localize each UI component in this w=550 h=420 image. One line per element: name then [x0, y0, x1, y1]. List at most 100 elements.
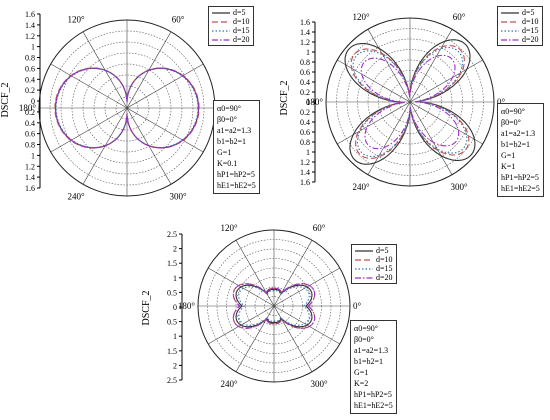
tick-label: 1: [31, 43, 35, 52]
param-line: β0=0°: [217, 115, 237, 124]
tick-label: 1: [173, 332, 177, 341]
tick-label: 0.6: [25, 64, 35, 73]
y-axis-label: DSCF_2: [0, 82, 11, 117]
tick-label: 1.6: [25, 10, 35, 19]
polar-plot-1: 120°60°180°0°240°300°1.61.41.210.80.60.4…: [0, 10, 227, 201]
polar-plot-2: 120° 60°180° 0°240° 300°1.61.41.210.80.60.4…: [279, 12, 506, 192]
series-line-d15: [238, 286, 310, 326]
param-line: K=2: [354, 379, 369, 388]
angle-label: 120°: [352, 12, 370, 22]
legend-item: d=10: [212, 17, 250, 26]
legend-swatch: [501, 38, 519, 41]
legend-swatch: [212, 20, 230, 23]
tick-label: 1: [306, 48, 310, 57]
series-line-d20: [54, 67, 200, 149]
radial-axis: 2.5 2 1.5 1 0.5 0 0.5 1 1.5 2 2.5: [167, 230, 183, 385]
param-line: G=1: [354, 368, 369, 377]
tick-label: 1.2: [300, 38, 310, 47]
tick-label: 1: [173, 274, 177, 283]
legend-swatch: [501, 20, 519, 23]
angle-label: 300°: [310, 379, 328, 389]
tick-label: 0: [306, 98, 310, 107]
tick-label: 0.2: [300, 108, 310, 117]
param-line: β0=0°: [354, 335, 374, 344]
legend-label: d=20: [376, 273, 393, 282]
tick-label: 0: [173, 303, 177, 312]
legend-swatch: [501, 29, 519, 32]
angle-label: 240°: [220, 379, 238, 389]
legend-swatch: [355, 258, 373, 261]
angle-label: 0°: [353, 301, 362, 311]
series-line-d20: [232, 283, 316, 329]
param-line: hE1=hE2=5: [354, 401, 393, 410]
legend-swatch: [212, 38, 230, 41]
tick-label: 1.5: [167, 259, 177, 268]
params-box-2: α0=90° β0=0° a1=a2=1.3 b1=b2=1 G=1 K=1 hP1=hP2…: [497, 103, 544, 197]
param-line: α0=90°: [354, 324, 378, 333]
legend-swatch: [212, 29, 230, 32]
legend-label: d=10: [376, 255, 393, 264]
param-line: α0=90°: [217, 104, 241, 113]
param-line: b1=b2=1: [354, 357, 384, 366]
tick-label: 1.2: [25, 32, 35, 41]
tick-label: 0.4: [300, 118, 310, 127]
param-line: α0=90°: [501, 107, 525, 116]
tick-label: 1.6: [300, 18, 310, 27]
legend-item: d=20: [212, 35, 250, 44]
radial-axis: 1.61.41.210.80.60.40.200.20.40.60.811.21…: [25, 10, 41, 193]
legend-item: d=20: [355, 273, 393, 282]
polar-chart-3: 120° 60° 180° 0° 240° 300° 2.5 2 1.5 1 0.5 0 0.5 1 1.5…: [137, 210, 412, 420]
legend-item: d=5: [355, 246, 393, 255]
tick-label: 2.5: [167, 230, 177, 239]
tick-label: 1.4: [25, 173, 35, 182]
tick-label: 1.6: [300, 178, 310, 187]
tick-label: 0.2: [25, 86, 35, 95]
tick-label: 1: [31, 151, 35, 160]
tick-label: 0.2: [300, 88, 310, 97]
angle-label: 300°: [169, 191, 187, 201]
tick-label: 1.2: [25, 162, 35, 171]
tick-label: 0.2: [25, 108, 35, 117]
param-line: G=1: [501, 151, 516, 160]
tick-label: 0.4: [25, 119, 35, 128]
tick-label: 0.8: [300, 138, 310, 147]
legend-label: d=5: [522, 8, 535, 17]
angle-label: 180°: [19, 103, 37, 113]
legend-item: d=10: [501, 17, 539, 26]
legend-label: d=20: [233, 35, 250, 44]
tick-label: 1.5: [167, 347, 177, 356]
param-line: hP1=hP2=5: [354, 390, 392, 399]
polar-grid: [38, 19, 216, 197]
legend-swatch: [212, 11, 230, 14]
tick-label: 1.4: [300, 168, 310, 177]
legend-label: d=10: [522, 17, 539, 26]
legend-label: d=15: [376, 264, 393, 273]
param-line: hE1=hE2=5: [501, 184, 540, 193]
tick-label: 0: [31, 97, 35, 106]
legend-item: d=15: [212, 26, 250, 35]
param-line: hE1=hE2=5: [217, 181, 256, 190]
param-line: b1=b2=1: [217, 137, 247, 146]
angle-label: 60°: [453, 12, 466, 22]
radial-axis: 1.61.41.210.80.60.40.200.20.40.60.811.21…: [300, 18, 316, 187]
y-axis-label: DSCF_2: [279, 80, 290, 115]
legend-label: d=20: [522, 35, 539, 44]
param-line: K=1: [501, 162, 516, 171]
legend-swatch: [501, 11, 519, 14]
tick-label: 0.8: [300, 58, 310, 67]
angle-label: 240°: [67, 191, 85, 201]
tick-label: 2.5: [167, 376, 177, 385]
param-line: hP1=hP2=5: [217, 170, 255, 179]
legend-swatch: [355, 249, 373, 252]
legend-label: d=5: [376, 246, 389, 255]
tick-label: 1.2: [300, 158, 310, 167]
legend-1: d=5 d=10 d=15 d=20: [208, 6, 254, 46]
param-line: G=1: [217, 148, 232, 157]
polar-grid: [197, 229, 351, 383]
tick-label: 0.6: [300, 128, 310, 137]
legend-item: d=15: [501, 26, 539, 35]
angle-label: 120°: [220, 223, 238, 233]
legend-label: d=10: [233, 17, 250, 26]
tick-label: 0.5: [167, 318, 177, 327]
param-line: hP1=hP2=5: [501, 173, 539, 182]
